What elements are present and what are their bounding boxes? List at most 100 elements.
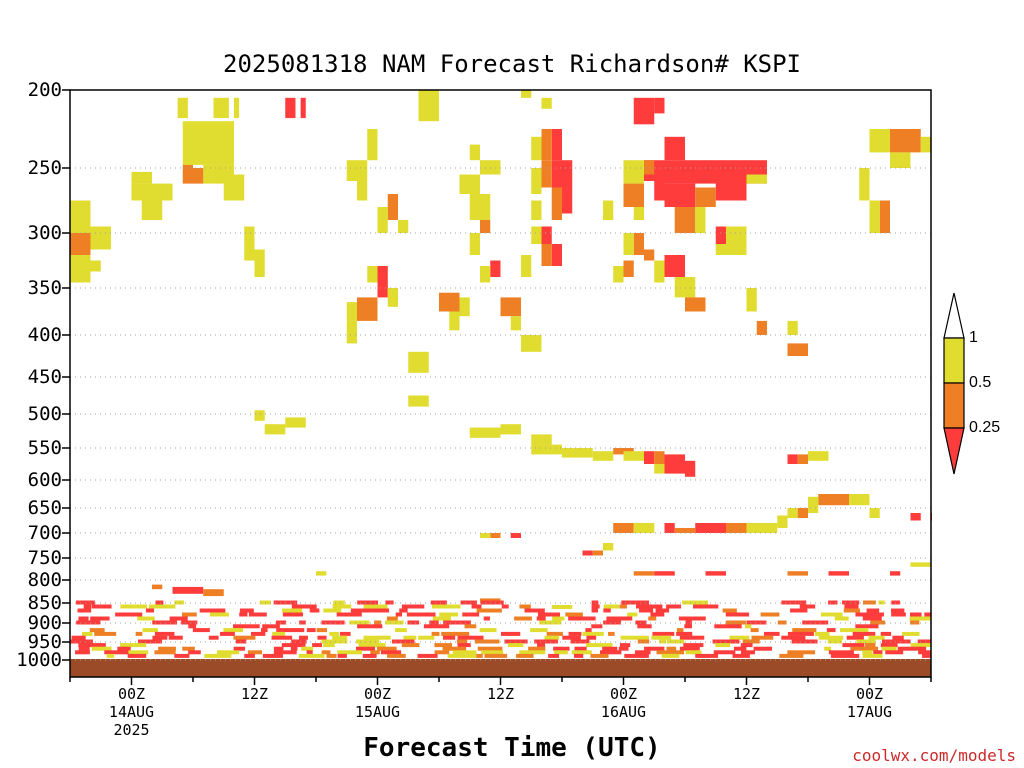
ri-bl-cell bbox=[333, 600, 345, 605]
ri-bl-cell bbox=[395, 612, 403, 617]
ri-bl-cell bbox=[154, 650, 176, 655]
ri-bl-cell bbox=[209, 612, 229, 617]
y-tick-label: 950 bbox=[27, 631, 62, 653]
ri-bl-cell bbox=[233, 646, 246, 651]
ri-bl-cell bbox=[434, 650, 450, 655]
ri-cell bbox=[562, 448, 593, 458]
ri-bl-cell bbox=[282, 612, 304, 617]
ri-bl-cell bbox=[484, 653, 508, 658]
ri-bl-cell bbox=[868, 635, 885, 640]
ri-cell bbox=[357, 181, 368, 201]
ri-bl-cell bbox=[281, 643, 306, 648]
ri-bl-cell bbox=[519, 604, 531, 609]
ri-bl-cell bbox=[501, 631, 521, 636]
ri-cell bbox=[510, 533, 521, 538]
ri-bl-cell bbox=[120, 643, 147, 648]
ri-bl-cell bbox=[137, 616, 155, 621]
ri-bl-cell bbox=[732, 653, 750, 658]
ri-bl-cell bbox=[840, 628, 869, 633]
ri-bl-cell bbox=[619, 643, 631, 648]
ri-bl-cell bbox=[377, 646, 397, 651]
ri-cell bbox=[808, 496, 819, 513]
ri-bl-cell bbox=[843, 608, 861, 613]
ri-bl-cell bbox=[135, 631, 143, 636]
ri-cell bbox=[685, 460, 696, 477]
ri-bl-cell bbox=[842, 643, 865, 648]
ri-cell bbox=[131, 183, 173, 201]
ri-bl-cell bbox=[676, 631, 693, 636]
ri-bl-cell bbox=[553, 646, 570, 651]
ri-cell bbox=[623, 183, 644, 207]
ri-bl-cell bbox=[78, 646, 90, 651]
ri-bl-cell bbox=[233, 635, 256, 640]
ri-bl-cell bbox=[659, 639, 667, 644]
ri-bl-cell bbox=[618, 646, 629, 651]
ri-cell bbox=[715, 226, 726, 244]
y-tick-label: 1000 bbox=[16, 649, 62, 671]
ri-cell bbox=[449, 311, 460, 331]
ri-bl-cell bbox=[83, 604, 92, 609]
ri-bl-cell bbox=[248, 612, 267, 617]
ri-bl-cell bbox=[746, 620, 767, 625]
ri-bl-cell bbox=[443, 620, 471, 625]
ri-bl-cell bbox=[624, 653, 649, 658]
ri-bl-cell bbox=[199, 608, 226, 613]
ri-bl-cell bbox=[814, 631, 830, 636]
ri-cell bbox=[623, 451, 644, 461]
ri-cell bbox=[223, 174, 245, 201]
ri-cell bbox=[285, 417, 306, 428]
y-tick-label: 650 bbox=[27, 497, 62, 519]
ri-bl-cell bbox=[385, 600, 394, 605]
ri-bl-cell bbox=[516, 653, 534, 658]
ri-bl-cell bbox=[128, 650, 149, 655]
ri-bl-cell bbox=[590, 653, 609, 658]
ri-bl-cell bbox=[862, 650, 873, 655]
ri-bl-cell bbox=[321, 650, 331, 655]
ri-cell bbox=[500, 297, 521, 317]
ri-bl-cell bbox=[441, 631, 470, 636]
ri-bl-cell bbox=[820, 612, 843, 617]
ri-bl-cell bbox=[651, 635, 672, 640]
ri-bl-cell bbox=[483, 616, 490, 621]
y-tick-label: 300 bbox=[27, 222, 62, 244]
ri-bl-cell bbox=[878, 600, 885, 605]
y-tick-label: 750 bbox=[27, 547, 62, 569]
ri-cell bbox=[490, 260, 501, 277]
ri-bl-cell bbox=[591, 604, 600, 609]
ri-bl-cell bbox=[790, 608, 808, 613]
ri-bl-cell bbox=[120, 604, 147, 609]
ri-bl-cell bbox=[76, 620, 101, 625]
y-tick-label: 350 bbox=[27, 277, 62, 299]
credit-link[interactable]: coolwx.com/models bbox=[852, 746, 1016, 765]
ri-cell bbox=[541, 129, 552, 161]
ri-bl-cell bbox=[725, 612, 750, 617]
ri-cell bbox=[715, 244, 726, 255]
ri-cell bbox=[890, 129, 921, 153]
ri-cell bbox=[469, 144, 480, 161]
ri-cell bbox=[177, 97, 188, 119]
ri-cell bbox=[510, 316, 521, 331]
ri-bl-cell bbox=[781, 600, 807, 605]
ri-cell bbox=[131, 171, 152, 184]
ri-bl-cell bbox=[855, 612, 884, 617]
ri-cell bbox=[890, 152, 911, 168]
ri-cell bbox=[90, 260, 101, 272]
ri-bl-cell bbox=[208, 635, 219, 640]
ri-bl-cell bbox=[714, 624, 742, 629]
ri-bl-cell bbox=[181, 620, 198, 625]
y-tick-label: 900 bbox=[27, 612, 62, 634]
ri-bl-cell bbox=[152, 620, 177, 625]
ri-cell bbox=[715, 181, 747, 201]
ri-cell bbox=[787, 508, 798, 518]
ri-bl-cell bbox=[148, 604, 176, 609]
ri-bl-cell bbox=[262, 624, 280, 629]
legend-yellow bbox=[943, 337, 965, 384]
ri-cell bbox=[70, 255, 91, 283]
ri-cell bbox=[244, 226, 255, 261]
ri-bl-cell bbox=[524, 608, 545, 613]
ri-bl-cell bbox=[830, 653, 860, 658]
ri-cell bbox=[70, 233, 91, 255]
ri-cell bbox=[746, 174, 767, 184]
ri-bl-cell bbox=[779, 653, 804, 658]
y-tick-label: 250 bbox=[27, 157, 62, 179]
